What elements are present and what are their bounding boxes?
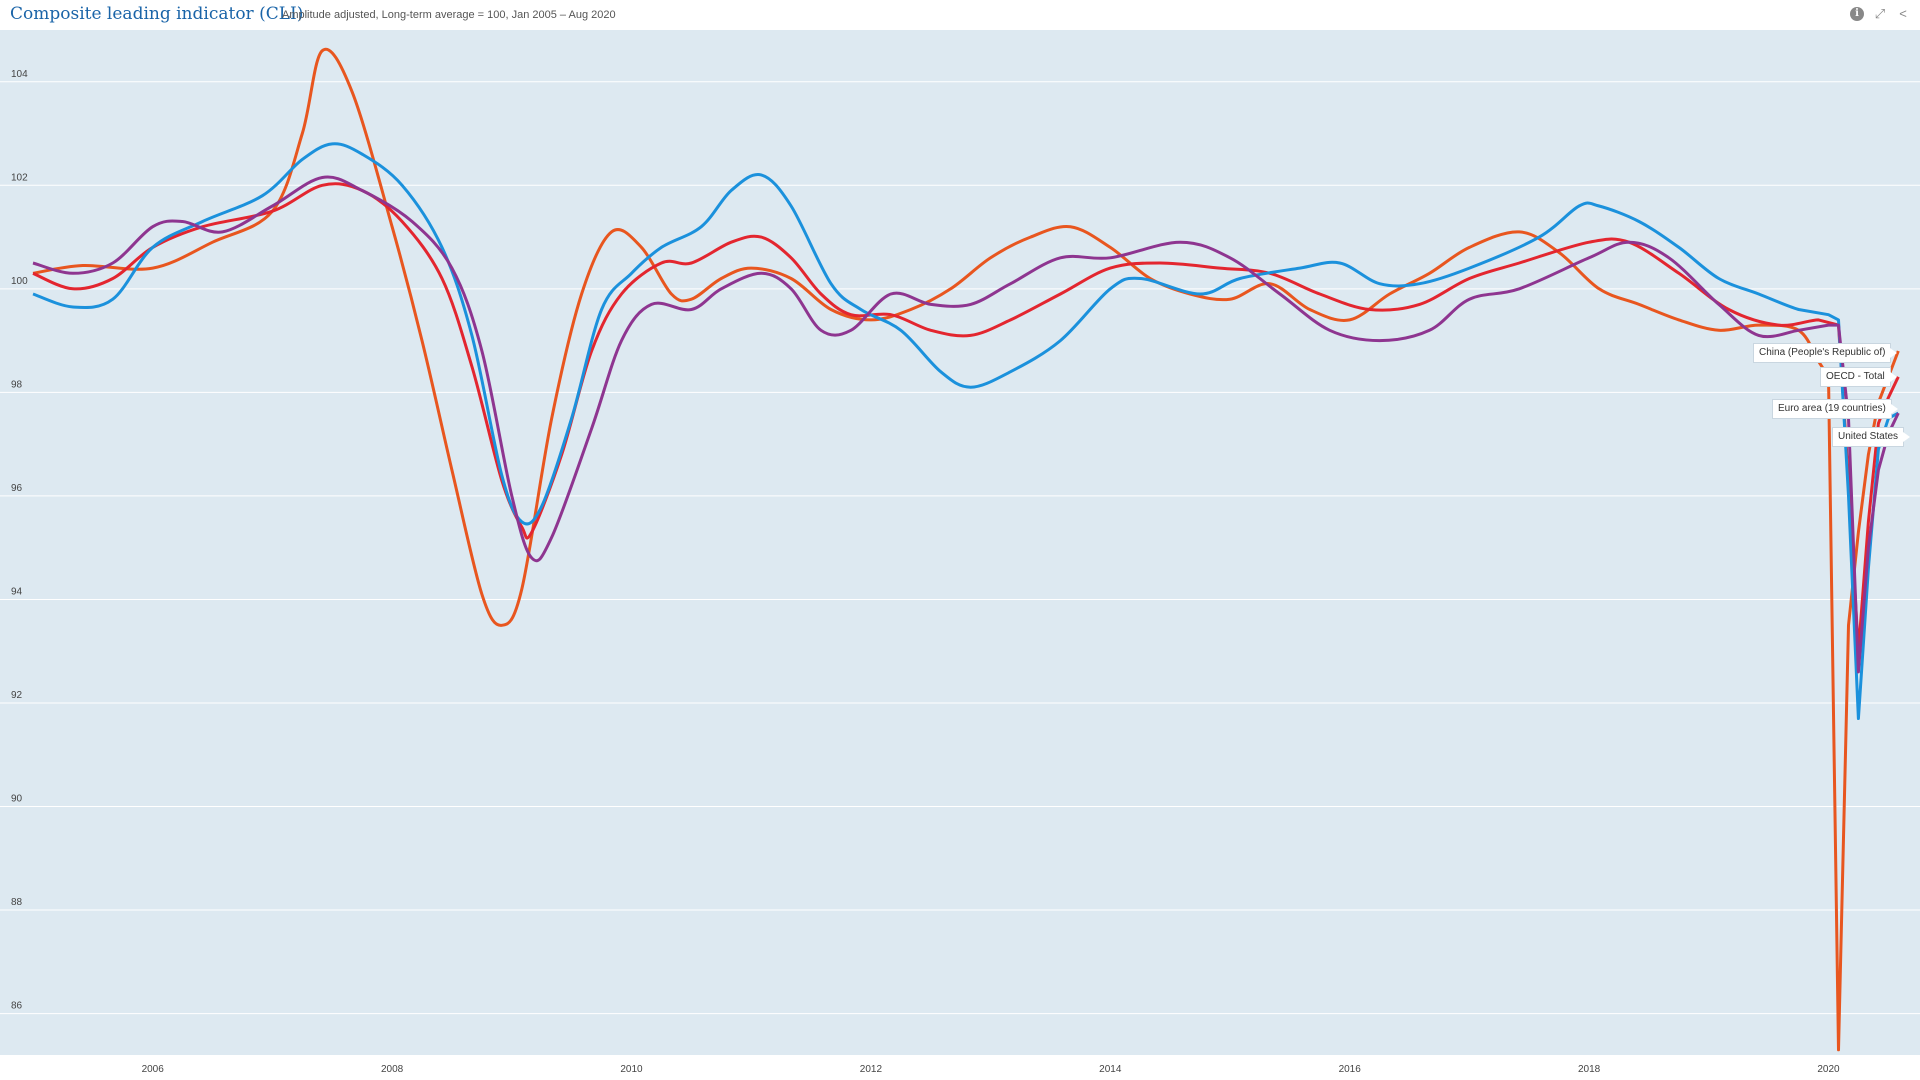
- chart-header: Composite leading indicator (CLI) Amplit…: [0, 0, 1920, 30]
- x-tick-label: 2020: [1817, 1064, 1840, 1075]
- fullscreen-icon[interactable]: ⤢: [1874, 6, 1886, 21]
- plot-area: [0, 30, 1920, 1055]
- x-tick-label: 2014: [1099, 1064, 1122, 1075]
- y-tick-label: 98: [11, 379, 23, 390]
- y-tick-label: 86: [11, 1001, 23, 1012]
- y-tick-label: 104: [11, 69, 28, 80]
- x-tick-label: 2012: [860, 1064, 883, 1075]
- x-tick-label: 2016: [1339, 1064, 1362, 1075]
- series-line-china-people-s-republic-of: [32, 47, 1900, 1052]
- series-label-china: China (People's Republic of): [1753, 343, 1898, 363]
- x-tick-label: 2010: [620, 1064, 643, 1075]
- x-tick-label: 2006: [142, 1064, 165, 1075]
- y-tick-label: 88: [11, 897, 23, 908]
- series-label-oecd: OECD - Total: [1820, 367, 1897, 387]
- y-tick-label: 92: [11, 690, 23, 701]
- series-line-euro-area-19-countries: [32, 142, 1899, 720]
- chart-subtitle: Amplitude adjusted, Long-term average = …: [282, 9, 616, 21]
- series-line-united-states: [32, 175, 1900, 674]
- x-tick-label: 2018: [1578, 1064, 1601, 1075]
- y-tick-label: 90: [11, 794, 23, 805]
- info-icon[interactable]: i: [1850, 7, 1864, 21]
- chart-title: Composite leading indicator (CLI): [10, 4, 304, 24]
- series-label-united-states: United States: [1832, 427, 1911, 447]
- share-icon[interactable]: <: [1899, 6, 1907, 21]
- y-tick-label: 96: [11, 483, 23, 494]
- y-tick-label: 94: [11, 586, 23, 597]
- y-tick-label: 102: [11, 172, 28, 183]
- y-tick-label: 100: [11, 276, 28, 287]
- toolbar: i ⤢ <: [1850, 7, 1910, 21]
- series-label-euro-area: Euro area (19 countries): [1772, 399, 1898, 419]
- x-tick-label: 2008: [381, 1064, 404, 1075]
